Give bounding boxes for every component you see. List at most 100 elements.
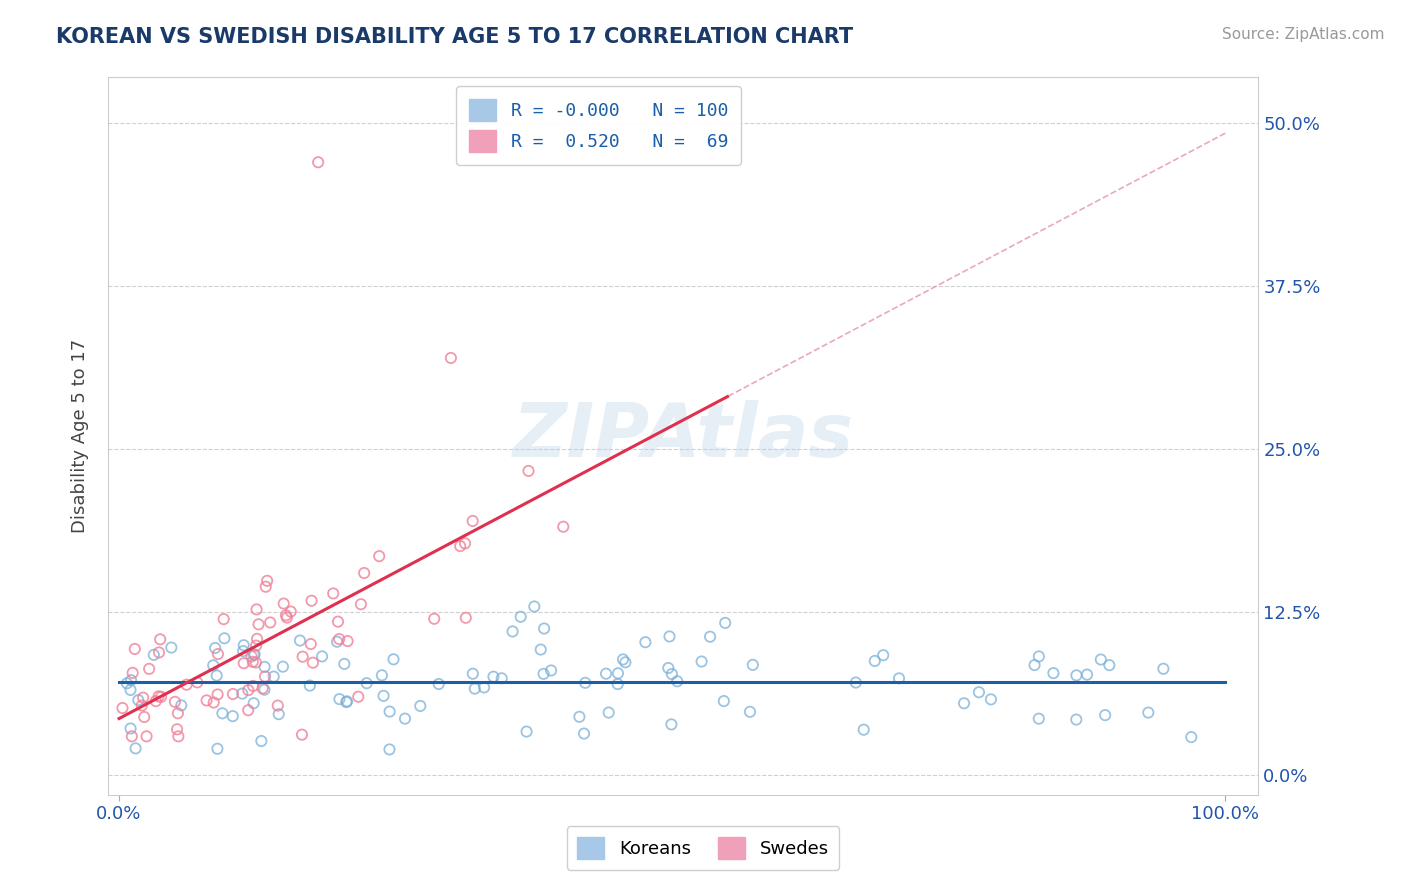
Point — [517, 464, 540, 478]
Point — [657, 661, 679, 675]
Point — [120, 673, 142, 688]
Point — [240, 649, 263, 664]
Point — [232, 657, 254, 671]
Point — [202, 658, 225, 673]
Text: KOREAN VS SWEDISH DISABILITY AGE 5 TO 17 CORRELATION CHART: KOREAN VS SWEDISH DISABILITY AGE 5 TO 17… — [56, 27, 853, 46]
Point — [326, 615, 349, 629]
Point — [301, 593, 323, 607]
Point — [207, 741, 229, 756]
Point — [242, 696, 264, 710]
Point — [111, 701, 134, 715]
Point — [887, 671, 910, 685]
Point — [371, 668, 394, 682]
Point — [482, 670, 505, 684]
Point — [1028, 649, 1050, 664]
Point — [205, 668, 228, 682]
Point — [186, 675, 208, 690]
Point — [276, 610, 298, 624]
Point — [135, 730, 157, 744]
Point — [335, 695, 357, 709]
Point — [713, 694, 735, 708]
Point — [131, 698, 153, 713]
Point — [254, 580, 277, 594]
Point — [606, 677, 628, 691]
Point — [1028, 712, 1050, 726]
Point — [238, 683, 260, 698]
Point — [207, 647, 229, 661]
Point — [1066, 668, 1088, 682]
Point — [1042, 666, 1064, 681]
Point — [160, 640, 183, 655]
Point — [1094, 708, 1116, 723]
Point — [607, 666, 630, 681]
Point — [1098, 658, 1121, 673]
Point — [267, 707, 290, 722]
Point — [1152, 662, 1174, 676]
Point — [124, 741, 146, 756]
Point — [163, 695, 186, 709]
Point — [699, 630, 721, 644]
Point — [170, 698, 193, 713]
Point — [132, 690, 155, 705]
Point — [280, 605, 302, 619]
Point — [222, 709, 245, 723]
Point — [322, 586, 344, 600]
Point — [243, 648, 266, 662]
Point — [271, 659, 294, 673]
Point — [150, 690, 173, 704]
Point — [336, 694, 359, 708]
Point — [872, 648, 894, 663]
Point — [145, 694, 167, 708]
Point — [1024, 658, 1046, 673]
Point — [574, 675, 596, 690]
Point — [246, 632, 269, 646]
Point — [127, 693, 149, 707]
Point — [378, 742, 401, 756]
Point — [336, 634, 359, 648]
Point — [454, 611, 477, 625]
Point — [148, 690, 170, 704]
Point — [333, 657, 356, 671]
Point — [540, 664, 562, 678]
Point — [202, 696, 225, 710]
Point — [138, 662, 160, 676]
Point — [1090, 652, 1112, 666]
Point — [115, 676, 138, 690]
Point — [121, 730, 143, 744]
Point — [533, 622, 555, 636]
Point — [302, 656, 325, 670]
Point — [530, 642, 553, 657]
Point — [252, 681, 274, 696]
Point — [288, 633, 311, 648]
Point — [124, 642, 146, 657]
Point — [533, 666, 555, 681]
Point — [845, 675, 868, 690]
Point — [245, 639, 267, 653]
Text: Source: ZipAtlas.com: Source: ZipAtlas.com — [1222, 27, 1385, 42]
Point — [472, 681, 495, 695]
Point — [356, 676, 378, 690]
Point — [166, 723, 188, 737]
Point — [1137, 706, 1160, 720]
Point — [553, 519, 575, 533]
Point — [350, 597, 373, 611]
Point — [634, 635, 657, 649]
Point — [291, 728, 314, 742]
Point — [502, 624, 524, 639]
Point — [741, 657, 763, 672]
Point — [326, 634, 349, 648]
Point — [253, 669, 276, 683]
Point — [368, 549, 391, 564]
Point — [142, 648, 165, 662]
Point — [661, 717, 683, 731]
Point — [231, 687, 253, 701]
Point — [523, 599, 546, 614]
Point — [863, 654, 886, 668]
Point — [232, 638, 254, 652]
Y-axis label: Disability Age 5 to 17: Disability Age 5 to 17 — [72, 339, 89, 533]
Point — [195, 693, 218, 707]
Point — [274, 608, 297, 623]
Point — [245, 602, 267, 616]
Point — [394, 712, 416, 726]
Point — [347, 690, 370, 704]
